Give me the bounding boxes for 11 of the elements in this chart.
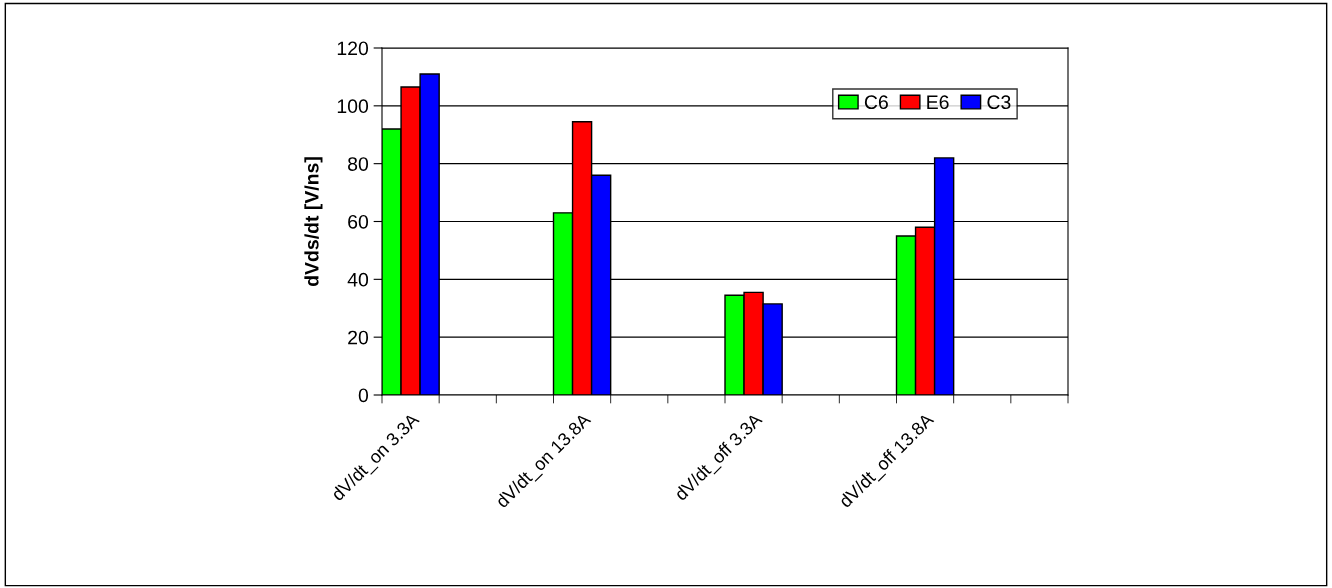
y-tick-label: 100 bbox=[337, 99, 369, 114]
y-axis-title: dVds/dt [V/ns] bbox=[304, 157, 323, 287]
legend-label: C3 bbox=[987, 95, 1011, 110]
y-tick-label: 60 bbox=[348, 214, 369, 229]
y-tick-label: 120 bbox=[337, 41, 369, 56]
y-tick-label: 80 bbox=[348, 157, 369, 171]
y-tick-label: 0 bbox=[358, 388, 369, 403]
legend-label: E6 bbox=[927, 95, 949, 110]
y-tick-label: 40 bbox=[347, 272, 369, 287]
y-tick-label: 20 bbox=[348, 330, 369, 345]
legend-label: C6 bbox=[864, 95, 888, 110]
